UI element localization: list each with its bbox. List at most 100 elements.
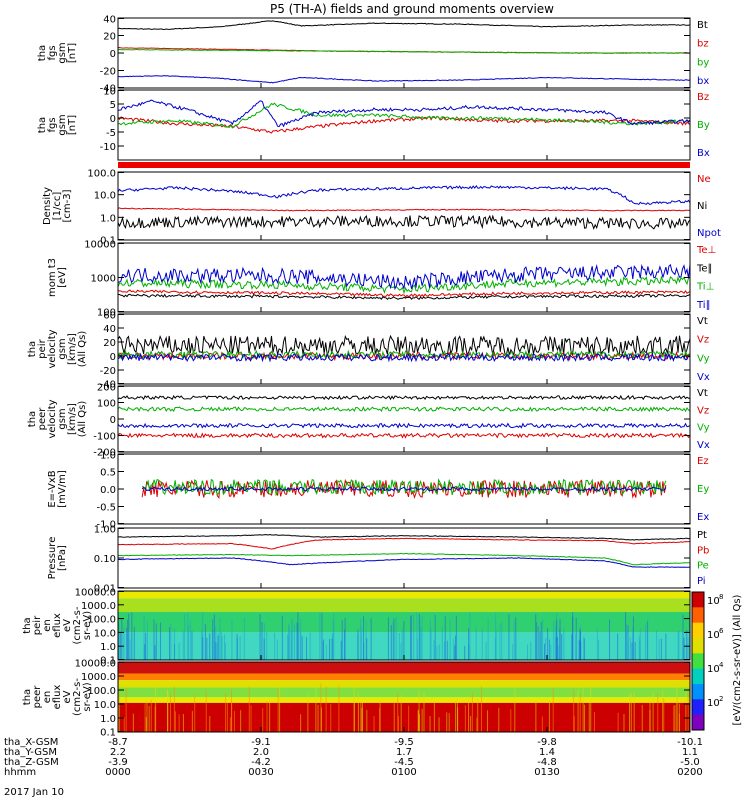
y-axis-label: tha	[22, 617, 33, 633]
y-tick-label: 0.0	[100, 485, 116, 496]
y-tick-label: 0.01	[94, 584, 116, 595]
legend-label: Pi	[697, 576, 706, 587]
panel-pressure: Pt Pb Pe Pi 1.00 0.10 0.01 Pressure [nPa]	[47, 525, 709, 595]
y-axis-label: gsm	[57, 114, 68, 135]
y-axis-label: fgs	[47, 117, 58, 132]
legend-label: Vt	[697, 388, 708, 399]
y-tick-label: -40	[100, 84, 116, 95]
series-line-bx	[117, 75, 691, 84]
y-axis-label: (cm2-s-	[72, 606, 83, 644]
x-tick-label: -9.8	[537, 737, 557, 748]
y-axis-label: E=-VxB	[47, 470, 58, 507]
y-axis-label: [nPa]	[57, 545, 68, 571]
legend-label: Vx	[697, 372, 710, 383]
x-axis-row-label: hhmm	[4, 767, 36, 778]
y-axis-label: (cm2-s-	[72, 678, 83, 716]
series-line-Vt	[117, 334, 691, 358]
y-tick-label: 1.0	[100, 714, 116, 725]
panel-frame	[117, 453, 691, 525]
y-axis-label: fgs	[47, 45, 58, 60]
colorbar-segment	[692, 607, 704, 624]
y-tick-label: 0.1	[100, 236, 116, 247]
y-tick-label: 60	[103, 311, 116, 322]
y-axis-label: [nT]	[67, 115, 78, 135]
series-line-By	[117, 102, 691, 129]
series-line-Npot	[117, 185, 691, 206]
series-line-Ey	[141, 478, 667, 497]
colorbar-tick-label: 10	[707, 596, 720, 607]
y-tick-label: 1.0	[100, 213, 116, 224]
legend-label: bx	[697, 76, 709, 87]
legend-label: Vz	[697, 405, 709, 416]
y-tick-label: 0	[110, 415, 116, 426]
panel-efield: Ez Ey Ex 1.0 0.5 0.0 -0.5 -1.0 E=-VxB [mV/m]	[47, 451, 709, 531]
colorbar-tick-label: 10	[707, 630, 720, 641]
series-line-Vx	[117, 352, 691, 363]
series-line-Ni	[117, 214, 691, 230]
colorbar-segment	[692, 622, 704, 639]
y-tick-label: 0.10	[94, 554, 116, 565]
x-tick-label: 0030	[248, 767, 273, 778]
y-axis-label: gsm	[57, 408, 68, 429]
x-axis-row-label: tha_Y-GSM	[4, 747, 57, 758]
colorbar-tick-label: 10	[707, 698, 720, 709]
y-tick-label: 1.0	[100, 642, 116, 653]
panel-peer_spec: 10000.0 1000.0 100.0 10.0 1.0 0.1 tha peer en efl…	[22, 659, 691, 739]
y-axis-label: (All Qs)	[77, 401, 88, 438]
x-tick-label: -9.5	[394, 737, 414, 748]
colorbar-frame	[691, 591, 705, 731]
y-tick-label: -100	[93, 432, 116, 443]
y-tick-label: 10.0	[94, 628, 116, 639]
y-tick-label: 0.1	[100, 728, 116, 739]
y-axis-label: velocity	[47, 399, 58, 438]
colorbar-segment	[692, 699, 704, 716]
series-line-Vx	[117, 422, 691, 429]
legend-label: Pt	[697, 530, 707, 541]
colorbar-segment	[692, 668, 704, 685]
y-axis-label: gsm	[57, 338, 68, 359]
legend-label: Npot	[697, 228, 721, 239]
y-tick-label: 1000.0	[81, 672, 116, 683]
x-tick-label: -4.5	[394, 757, 414, 768]
y-axis-label: peer	[37, 407, 48, 431]
spectrogram-band	[118, 591, 690, 599]
x-tick-label: -8.7	[108, 737, 128, 748]
colorbar-segment	[692, 592, 704, 608]
y-axis-label: eV	[62, 690, 73, 703]
legend-label: By	[697, 120, 710, 131]
panel-mom_t: Te⊥ Te∥ Ti⊥ Ti∥ 10000 1000 100 mom t3 [eV]	[47, 240, 716, 319]
colorbar-tick-label: 10	[707, 664, 720, 675]
series-line-Ne	[117, 207, 691, 212]
y-tick-label: 10.0	[94, 700, 116, 711]
plot-title: P5 (TH-A) fields and ground moments over…	[270, 2, 554, 16]
y-tick-label: 10	[103, 87, 116, 98]
x-tick-label: 2.0	[253, 747, 269, 758]
y-axis-label: (All Qs)	[77, 331, 88, 368]
x-tick-label: 1.4	[539, 747, 555, 758]
y-axis-label: [nT]	[67, 43, 78, 63]
series-line-Pb	[117, 537, 691, 550]
legend-label: Bz	[697, 92, 709, 103]
legend-label: Ti⊥	[696, 282, 714, 293]
series-line-by	[117, 48, 690, 54]
y-axis-label: tha	[22, 689, 33, 705]
y-tick-label: 0	[110, 352, 116, 363]
y-tick-label: 0	[110, 49, 116, 60]
y-axis-label: mom t3	[47, 258, 58, 297]
y-tick-label: 40	[103, 15, 116, 26]
colorbar-tick-exponent: 2	[719, 695, 723, 703]
y-tick-label: 100.0	[87, 686, 116, 697]
legend-label: Bx	[697, 148, 710, 159]
y-axis-label: gsm	[57, 42, 68, 63]
y-axis-label: en	[42, 691, 53, 704]
y-axis-label: tha	[37, 45, 48, 61]
y-axis-label: [km/s]	[67, 403, 78, 435]
legend-label: Bt	[697, 20, 708, 31]
x-tick-label: 0100	[391, 767, 416, 778]
colorbar-tick-exponent: 6	[719, 627, 724, 635]
x-tick-label: -3.9	[108, 757, 128, 768]
legend-label: Pe	[697, 561, 709, 572]
colorbar-segment	[692, 684, 704, 700]
panel-peer_vel: Vt Vz Vy Vx 200 100 0 -100 -200 tha peer velocity gs…	[27, 383, 710, 459]
y-axis-label: [cm-3]	[62, 189, 73, 222]
